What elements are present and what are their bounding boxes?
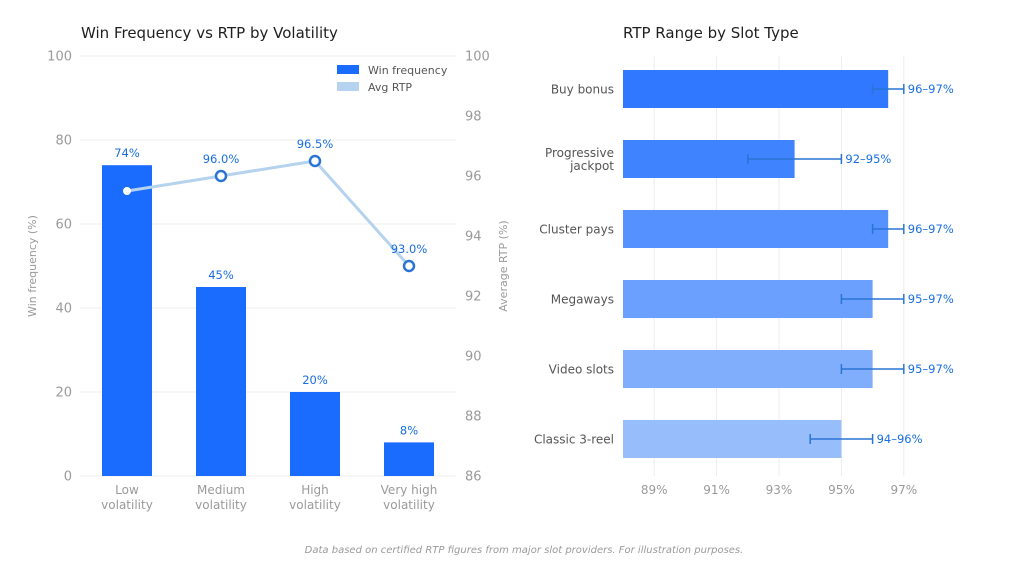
rtp-range-bar bbox=[623, 350, 873, 388]
right-y-tick-label: 98 bbox=[465, 110, 482, 125]
range-data-label: 95–97% bbox=[908, 292, 954, 306]
legend-swatch-win-frequency bbox=[337, 65, 359, 74]
avg-rtp-point bbox=[308, 154, 322, 168]
legend-swatch-avg-rtp bbox=[337, 82, 359, 91]
avg-rtp-line bbox=[126, 159, 411, 268]
bar-data-label: 8% bbox=[400, 423, 418, 437]
win-frequency-bar bbox=[290, 392, 340, 476]
line-data-label: 96.5% bbox=[297, 137, 334, 151]
right-x-tick-label: 95% bbox=[828, 483, 855, 497]
rtp-range-bar bbox=[623, 70, 889, 108]
left-y-axis-label: Win frequency (%) bbox=[26, 215, 39, 317]
right-y-tick-label: Classic 3-reel bbox=[534, 433, 614, 447]
range-data-label: 94–96% bbox=[877, 432, 923, 446]
avg-rtp-point bbox=[402, 259, 416, 273]
rtp-range-bar bbox=[623, 280, 873, 318]
avg-rtp-point bbox=[214, 169, 228, 183]
avg-rtp-point bbox=[123, 187, 131, 195]
win-frequency-bar bbox=[384, 442, 434, 476]
win-frequency-bar bbox=[196, 287, 246, 476]
right-y-tick-label: Video slots bbox=[549, 363, 614, 377]
rtp-range-bar bbox=[623, 420, 842, 458]
legend-label-win-frequency: Win frequency bbox=[368, 64, 448, 77]
legend-label-avg-rtp: Avg RTP bbox=[368, 81, 412, 94]
bar-data-label: 45% bbox=[208, 268, 234, 282]
right-y-tick-label: 86 bbox=[465, 470, 482, 485]
right-chart-title: RTP Range by Slot Type bbox=[623, 24, 799, 42]
range-data-label: 95–97% bbox=[908, 362, 954, 376]
right-y-tick-label: Progressive jackpot bbox=[545, 146, 614, 173]
left-chart-title: Win Frequency vs RTP by Volatility bbox=[81, 24, 338, 42]
right-x-tick-label: 91% bbox=[703, 483, 730, 497]
right-x-tick-label: 89% bbox=[641, 483, 668, 497]
right-y-tick-label: 94 bbox=[465, 230, 482, 245]
left-x-tick-label: Very high volatility bbox=[381, 483, 438, 512]
right-axes: 89% 91% 93% 95% 97% bbox=[641, 483, 917, 497]
right-y-tick-label: Cluster pays bbox=[539, 223, 614, 237]
right-bars: 96–97% Buy bonus 92–95% Progressive jackpot 9… bbox=[534, 70, 954, 458]
line-data-label: 93.0% bbox=[391, 242, 428, 256]
right-y-tick-label: 96 bbox=[465, 170, 482, 185]
legend: Win frequency Avg RTP bbox=[337, 64, 448, 94]
right-y-axis-label: Average RTP (%) bbox=[497, 220, 510, 311]
right-y-tick-label: 88 bbox=[465, 410, 482, 425]
left-rtp-line: 96.0% 96.5% 93.0% bbox=[123, 137, 428, 273]
range-data-label: 96–97% bbox=[908, 222, 954, 236]
left-x-tick-label: Medium volatility bbox=[195, 483, 247, 512]
left-bars: 74% 45% 20% 8% bbox=[102, 146, 434, 476]
range-data-label: 92–95% bbox=[845, 152, 891, 166]
right-y-tick-label: Buy bonus bbox=[551, 83, 614, 97]
right-x-tick-label: 97% bbox=[890, 483, 917, 497]
left-y-tick-label: 60 bbox=[55, 218, 72, 233]
right-y-tick-label: Megaways bbox=[551, 293, 614, 307]
left-y-tick-label: 0 bbox=[64, 470, 72, 485]
left-y-tick-label: 20 bbox=[55, 386, 72, 401]
right-y-tick-label: 100 bbox=[465, 50, 490, 65]
left-x-tick-label: High volatility bbox=[289, 483, 341, 512]
left-y-tick-label: 40 bbox=[55, 302, 72, 317]
right-y-tick-label: 92 bbox=[465, 290, 482, 305]
bar-data-label: 20% bbox=[302, 373, 328, 387]
right-gridlines bbox=[653, 56, 905, 476]
right-x-tick-label: 93% bbox=[766, 483, 793, 497]
line-data-label: 96.0% bbox=[203, 152, 240, 166]
left-axes: 0 20 40 60 80 100 86 88 90 92 94 96 98 100 Low volatili… bbox=[47, 50, 490, 513]
rtp-range-bar bbox=[623, 210, 889, 248]
bar-data-label: 74% bbox=[114, 146, 140, 160]
range-data-label: 96–97% bbox=[908, 82, 954, 96]
left-y-tick-label: 100 bbox=[47, 50, 72, 65]
left-y-tick-label: 80 bbox=[55, 134, 72, 149]
right-y-tick-label: 90 bbox=[465, 350, 482, 365]
left-x-tick-label: Low volatility bbox=[101, 483, 153, 512]
win-frequency-bar bbox=[102, 165, 152, 476]
footnote: Data based on certified RTP figures from… bbox=[305, 545, 744, 556]
